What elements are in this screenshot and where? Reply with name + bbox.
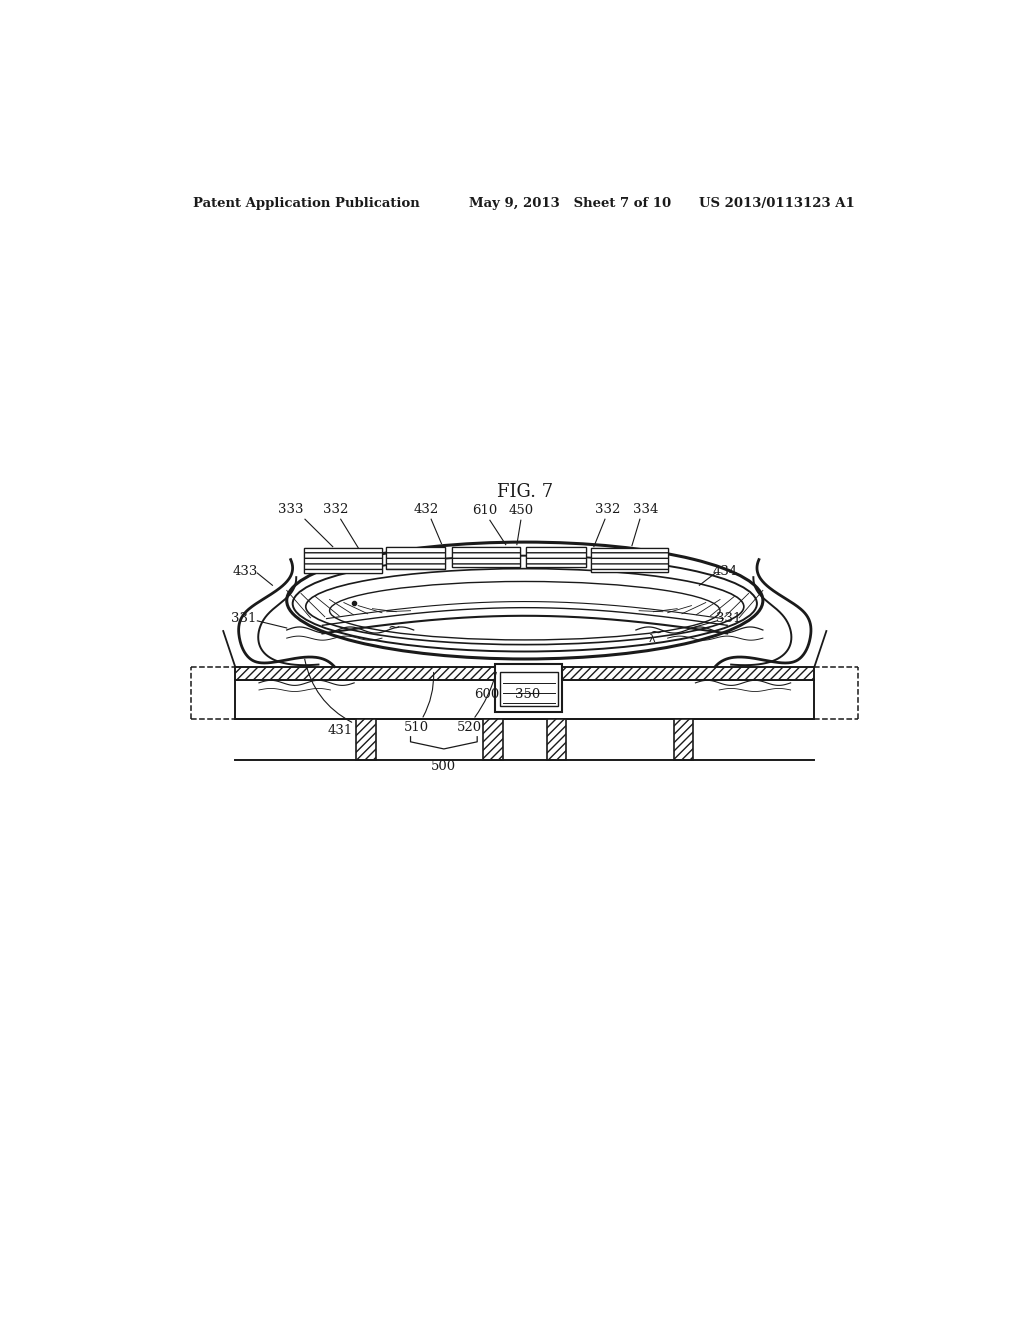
Text: ~: ~ <box>387 619 400 635</box>
Bar <box>452 546 520 568</box>
Bar <box>236 667 814 680</box>
Text: 333: 333 <box>278 503 303 516</box>
Text: 332: 332 <box>324 503 348 516</box>
Text: 331: 331 <box>231 612 257 626</box>
Text: 600: 600 <box>474 688 500 701</box>
Bar <box>386 546 445 569</box>
Text: 510: 510 <box>404 721 429 734</box>
Text: 610: 610 <box>472 504 498 517</box>
Text: Patent Application Publication: Patent Application Publication <box>194 197 420 210</box>
Bar <box>526 546 586 568</box>
Bar <box>304 548 382 573</box>
Text: 350: 350 <box>515 688 541 701</box>
Text: 432: 432 <box>414 503 439 516</box>
Bar <box>386 546 445 569</box>
Bar <box>495 664 562 713</box>
Text: 331: 331 <box>716 612 741 626</box>
Bar <box>452 546 520 568</box>
Bar <box>526 546 586 568</box>
Text: May 9, 2013   Sheet 7 of 10: May 9, 2013 Sheet 7 of 10 <box>469 197 672 210</box>
Bar <box>236 680 814 719</box>
Text: λ: λ <box>648 634 655 644</box>
Bar <box>674 719 693 760</box>
Bar <box>591 548 669 572</box>
Bar <box>304 548 382 573</box>
Text: ~: ~ <box>649 624 663 640</box>
Text: US 2013/0113123 A1: US 2013/0113123 A1 <box>699 197 855 210</box>
Text: 334: 334 <box>633 503 658 516</box>
Bar <box>591 548 669 572</box>
Bar <box>500 672 558 706</box>
Bar <box>356 719 376 760</box>
Text: 431: 431 <box>328 725 353 737</box>
Bar <box>547 719 566 760</box>
Text: 500: 500 <box>431 760 457 774</box>
Text: 520: 520 <box>457 721 482 734</box>
Text: 332: 332 <box>595 503 620 516</box>
Text: FIG. 7: FIG. 7 <box>497 483 553 500</box>
Text: 450: 450 <box>508 504 534 517</box>
Text: 433: 433 <box>232 565 258 578</box>
Bar <box>483 719 503 760</box>
Text: 434: 434 <box>713 565 738 578</box>
